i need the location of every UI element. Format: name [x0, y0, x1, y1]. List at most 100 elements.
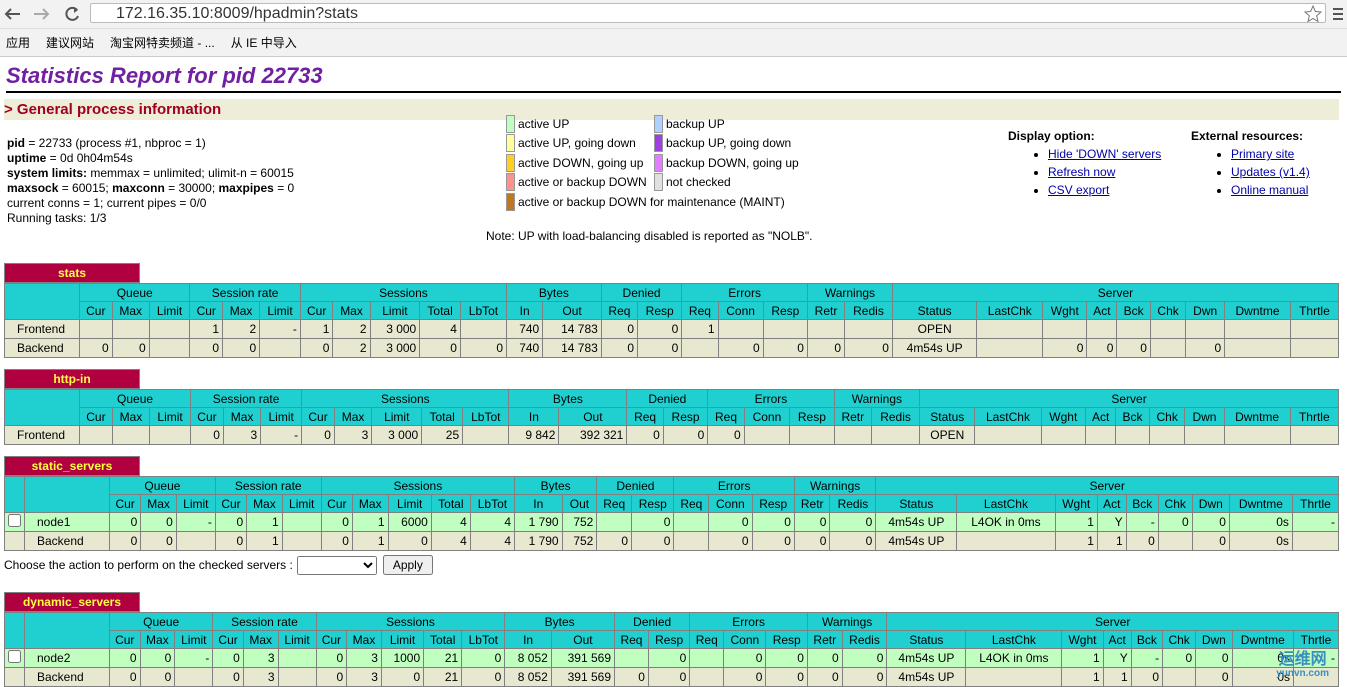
cell — [1291, 531, 1340, 551]
column-header: Cur — [214, 494, 248, 513]
row-name: Frontend — [4, 425, 80, 445]
cell — [1289, 338, 1340, 358]
table-row: Frontend 1 2-1 2 3 000 4 740 14 783 0 0 1 OPEN — [4, 319, 1340, 339]
server-checkbox[interactable] — [8, 650, 21, 663]
menu[interactable] — [1330, 4, 1346, 24]
nav-buttons[interactable] — [0, 0, 85, 28]
column-header: Thrtle — [1289, 301, 1340, 320]
apply-button[interactable]: Apply — [382, 555, 433, 575]
option-link[interactable]: Primary site — [1231, 147, 1295, 161]
bookmark[interactable]: 淘宝网特卖频道 - ... — [110, 36, 215, 50]
proxy-name: stats — [4, 263, 140, 283]
column-header: Cur — [108, 494, 142, 513]
cell: 0 — [647, 648, 691, 668]
option-link[interactable]: Refresh now — [1048, 165, 1116, 179]
column-header: Total — [423, 630, 463, 649]
group-header: Denied — [614, 612, 691, 631]
cell: 3 — [242, 648, 279, 668]
cell: 0 — [708, 531, 753, 551]
stats-table: Queue Session rate Sessions Bytes Denied Erro… — [4, 476, 1340, 551]
group-header: Session rate — [214, 476, 322, 495]
cell: 0 — [637, 319, 683, 339]
address-bar[interactable]: 172.16.35.10:8009/hpadmin?stats — [90, 3, 1326, 23]
cell: 0 — [459, 338, 508, 358]
watermark-name: 运维网 — [1278, 651, 1327, 668]
star[interactable] — [1303, 4, 1323, 24]
option-link[interactable]: CSV export — [1048, 183, 1110, 197]
cell — [1289, 425, 1340, 445]
cell: Y — [1096, 512, 1127, 532]
bookmark[interactable]: 建议网站 — [46, 36, 95, 50]
cell: 0 — [765, 667, 808, 687]
cell: 0 — [793, 531, 831, 551]
option-title: Display option: — [1008, 129, 1095, 143]
column-header: Out — [542, 301, 602, 320]
option-link[interactable]: Updates (v1.4) — [1231, 165, 1310, 179]
cell: 3 000 — [371, 425, 423, 445]
cell: 3 — [242, 667, 279, 687]
column-header: Req — [681, 301, 719, 320]
cell — [673, 531, 710, 551]
legend-item: not checked — [654, 173, 731, 192]
group-header: Bytes — [514, 476, 598, 495]
cell — [281, 512, 322, 532]
cell: 3 — [346, 648, 382, 668]
row-name: Backend — [24, 667, 110, 687]
cell: 0 — [139, 648, 176, 668]
column-header: Resp — [765, 630, 808, 649]
cell: 1 — [246, 512, 283, 532]
legend-item: active or backup DOWN — [506, 173, 647, 192]
cell: 0 — [708, 512, 753, 532]
action-select[interactable] — [296, 555, 377, 575]
cell: 391 569 — [550, 667, 616, 687]
legend-text: not checked — [666, 175, 731, 189]
option-item: Updates (v1.4) — [1231, 163, 1310, 181]
server-checkbox[interactable] — [8, 514, 21, 527]
option-link[interactable]: Online manual — [1231, 183, 1309, 197]
cell: 0 — [600, 338, 639, 358]
cell: 0 — [1195, 667, 1233, 687]
cell: OPEN — [919, 425, 976, 445]
browser-toolbar: 172.16.35.10:8009/hpadmin?stats — [0, 0, 1347, 29]
cell: 0 — [214, 512, 248, 532]
column-header: Limit — [174, 630, 214, 649]
stats-table: Queue Session rate Sessions Bytes Denied Erro… — [4, 389, 1340, 445]
column-header: Cur — [190, 407, 224, 426]
group-header: Warnings — [833, 389, 921, 408]
cell: L4OK in 0ms — [965, 648, 1063, 668]
legend-swatch — [506, 192, 515, 211]
column-header: Retr — [806, 301, 846, 320]
cell: 0 — [1191, 531, 1230, 551]
cell — [614, 648, 649, 668]
cell: 0 — [301, 425, 335, 445]
page-title: Statistics Report for pid 22733 — [6, 63, 1341, 93]
option-link[interactable]: Hide 'DOWN' servers — [1048, 147, 1162, 161]
legend-swatch — [654, 134, 663, 152]
column-header: Limit — [277, 630, 317, 649]
cell — [1085, 425, 1117, 445]
group-header: Errors — [689, 612, 808, 631]
group-header: Warnings — [793, 476, 877, 495]
column-header: Limit — [260, 407, 303, 426]
column-header: Resp — [751, 494, 795, 513]
legend-item: active UP — [506, 114, 569, 133]
group-header: Bytes — [504, 612, 616, 631]
group-header: Bytes — [508, 389, 628, 408]
column-header: Cur — [299, 301, 334, 320]
column-header: Max — [333, 407, 373, 426]
info-label: pid — [7, 136, 25, 150]
cell — [259, 338, 301, 358]
column-header: Max — [140, 494, 177, 513]
cell: 0 — [1125, 531, 1159, 551]
legend-item: active DOWN, going up — [506, 153, 643, 172]
column-header: Max — [242, 630, 279, 649]
cell: 9 842 — [508, 425, 560, 445]
cell: 0 — [626, 425, 664, 445]
column-header: Total — [421, 407, 464, 426]
cell: 0 — [662, 425, 709, 445]
option-item: CSV export — [1048, 181, 1161, 199]
bookmark[interactable]: 从 IE 中导入 — [230, 36, 297, 50]
column-header: Max — [246, 494, 283, 513]
cell: 4m54s UP — [875, 531, 958, 551]
bookmark[interactable]: 应用 — [6, 36, 31, 50]
